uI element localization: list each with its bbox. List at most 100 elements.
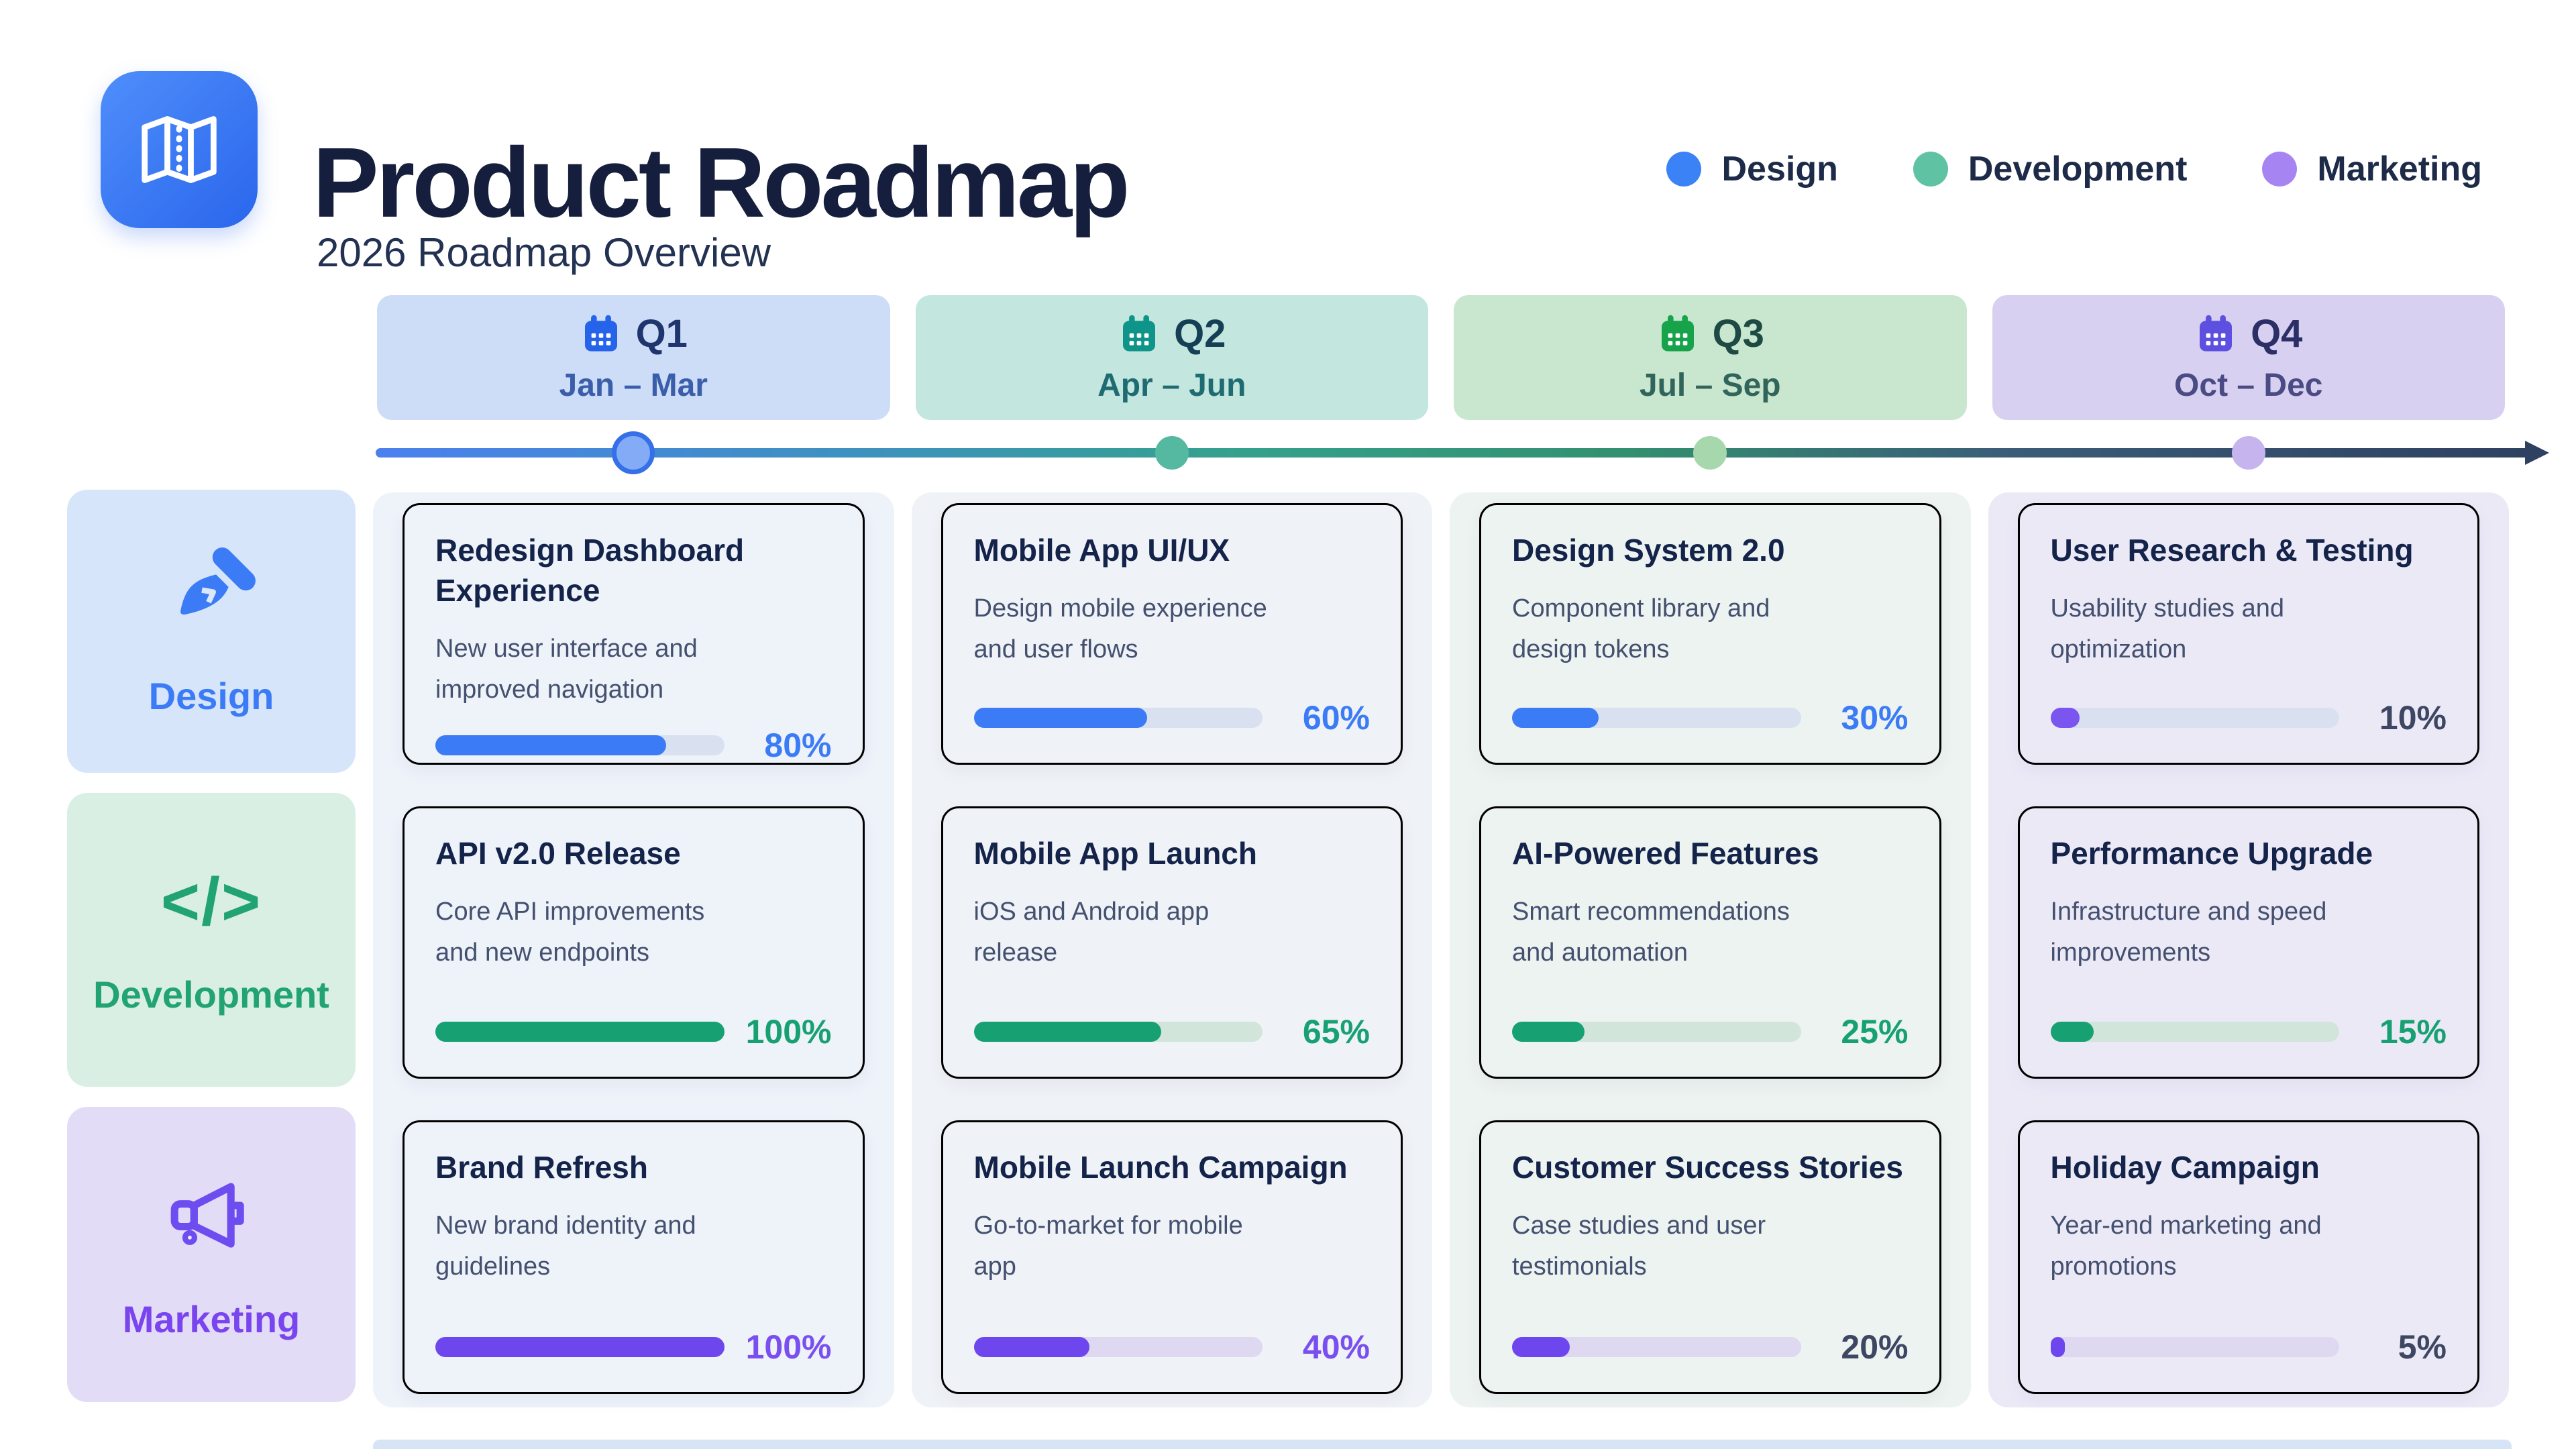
map-icon <box>142 116 217 183</box>
progress-fill <box>435 1337 724 1357</box>
legend-item-development: Development <box>1913 149 2188 189</box>
progress-track <box>2050 708 2339 728</box>
megaphone-icon <box>164 1168 258 1265</box>
paintbrush-icon <box>164 545 258 642</box>
progress-fill <box>435 1022 724 1042</box>
page-subtitle: 2026 Roadmap Overview <box>317 230 771 275</box>
quarter-label: Q1 <box>635 312 688 356</box>
task-card-design-q2[interactable]: Mobile App UI/UX Design mobile experienc… <box>941 503 1403 765</box>
quarter-header-q4[interactable]: Q4 Oct – Dec <box>1992 295 2505 420</box>
legend-item-design: Design <box>1666 149 1838 189</box>
progress: 5% <box>2050 1313 2447 1366</box>
task-description: Usability studies and optimization <box>2050 594 2285 664</box>
task-card-development-q1[interactable]: API v2.0 Release Core API improvements a… <box>402 806 865 1079</box>
task-card-design-q1[interactable]: Redesign Dashboard Experience New user i… <box>402 503 865 765</box>
quarter-header-q2[interactable]: Q2 Apr – Jun <box>915 295 1428 420</box>
timeline-arrow-icon <box>2525 441 2549 465</box>
quarter-range: Jul – Sep <box>1639 368 1781 403</box>
page-title: Product Roadmap <box>313 127 1130 239</box>
legend-label: Design <box>1721 150 1838 189</box>
task-card-design-q4[interactable]: User Research & Testing Usability studie… <box>2017 503 2479 765</box>
progress: 25% <box>1512 998 1909 1051</box>
task-card-marketing-q3[interactable]: Customer Success Stories Case studies an… <box>1479 1120 1941 1394</box>
progress-fill <box>1512 1337 1570 1357</box>
progress: 40% <box>973 1313 1370 1366</box>
progress-percent: 80% <box>764 726 832 764</box>
progress: 100% <box>435 1313 832 1366</box>
progress-percent: 25% <box>1841 1013 1909 1051</box>
quarter-label: Q2 <box>1174 312 1226 356</box>
quarter-range: Apr – Jun <box>1097 368 1246 403</box>
task-description: New brand identity and guidelines <box>435 1211 696 1281</box>
task-title: AI-Powered Features <box>1512 836 1819 871</box>
progress-track <box>2050 1337 2339 1357</box>
task-card-development-q4[interactable]: Performance Upgrade Infrastructure and s… <box>2017 806 2479 1079</box>
task-title: Mobile App Launch <box>973 836 1258 871</box>
quarter-column-panel-q3 <box>1450 492 1971 1407</box>
progress-track <box>1512 1337 1801 1357</box>
task-description: Go-to-market for mobile app <box>973 1211 1243 1281</box>
legend-label: Development <box>1968 150 2188 189</box>
row-label-design[interactable]: Design <box>67 490 356 773</box>
progress: 100% <box>435 998 832 1051</box>
task-description: Core API improvements and new endpoints <box>435 897 705 967</box>
task-card-development-q2[interactable]: Mobile App Launch iOS and Android app re… <box>941 806 1403 1079</box>
quarter-header-q1[interactable]: Q1 Jan – Mar <box>377 295 890 420</box>
development-dot-icon <box>1913 152 1948 186</box>
row-label-text: Design <box>148 675 274 717</box>
progress-track <box>973 1337 1263 1357</box>
task-card-development-q3[interactable]: AI-Powered Features Smart recommendation… <box>1479 806 1941 1079</box>
task-title: Mobile App UI/UX <box>973 533 1230 568</box>
design-dot-icon <box>1666 152 1702 186</box>
task-description: Infrastructure and speed improvements <box>2050 897 2327 967</box>
task-title: Holiday Campaign <box>2050 1150 2320 1185</box>
roadmap-board: Q1 Jan – Mar Q2 Apr – <box>67 295 2549 1418</box>
code-icon: </> <box>160 864 262 939</box>
progress-track <box>2050 1022 2339 1042</box>
task-description: Case studies and user testimonials <box>1512 1211 1766 1281</box>
progress: 15% <box>2050 998 2447 1051</box>
row-label-marketing[interactable]: Marketing <box>67 1107 356 1402</box>
task-description: Design mobile experience and user flows <box>973 594 1267 664</box>
progress-fill <box>435 735 667 755</box>
task-description: Year-end marketing and promotions <box>2050 1211 2322 1281</box>
calendar-icon <box>584 315 617 352</box>
timeline <box>373 420 2549 486</box>
timeline-dot-q4 <box>2231 436 2265 470</box>
row-label-development[interactable]: </> Development <box>67 793 356 1087</box>
quarter-header-q3[interactable]: Q3 Jul – Sep <box>1454 295 1967 420</box>
progress-percent: 100% <box>745 1328 832 1366</box>
progress-track <box>973 708 1263 728</box>
progress-fill <box>2050 1337 2065 1357</box>
legend-label: Marketing <box>2317 150 2482 189</box>
task-title: Mobile Launch Campaign <box>973 1150 1348 1185</box>
progress-track <box>435 1022 724 1042</box>
task-card-design-q3[interactable]: Design System 2.0 Component library and … <box>1479 503 1941 765</box>
task-card-marketing-q2[interactable]: Mobile Launch Campaign Go-to-market for … <box>941 1120 1403 1394</box>
timeline-dot-q1 <box>612 431 655 474</box>
quarter-column-panel-q1 <box>373 492 894 1407</box>
row-label-text: Marketing <box>122 1298 301 1340</box>
progress-percent: 5% <box>2398 1328 2447 1366</box>
task-title: Redesign Dashboard Experience <box>435 533 745 608</box>
timeline-line <box>376 448 2529 458</box>
progress-fill <box>973 708 1147 728</box>
progress-fill <box>1512 708 1599 728</box>
marketing-dot-icon <box>2262 152 2298 186</box>
task-title: API v2.0 Release <box>435 836 681 871</box>
progress-fill <box>1512 1022 1585 1042</box>
task-card-marketing-q1[interactable]: Brand Refresh New brand identity and gui… <box>402 1120 865 1394</box>
task-description: New user interface and improved navigati… <box>435 634 698 704</box>
task-description: Component library and design tokens <box>1512 594 1770 664</box>
task-card-marketing-q4[interactable]: Holiday Campaign Year-end marketing and … <box>2017 1120 2479 1394</box>
progress-track <box>435 735 724 755</box>
progress-fill <box>973 1337 1089 1357</box>
quarter-range: Jan – Mar <box>559 368 708 403</box>
task-title: User Research & Testing <box>2050 533 2414 568</box>
calendar-icon <box>1661 315 1694 352</box>
progress-track <box>1512 708 1801 728</box>
task-description: Smart recommendations and automation <box>1512 897 1790 967</box>
task-title: Performance Upgrade <box>2050 836 2373 871</box>
bottom-strip <box>373 1440 2512 1449</box>
progress-percent: 30% <box>1841 699 1909 737</box>
